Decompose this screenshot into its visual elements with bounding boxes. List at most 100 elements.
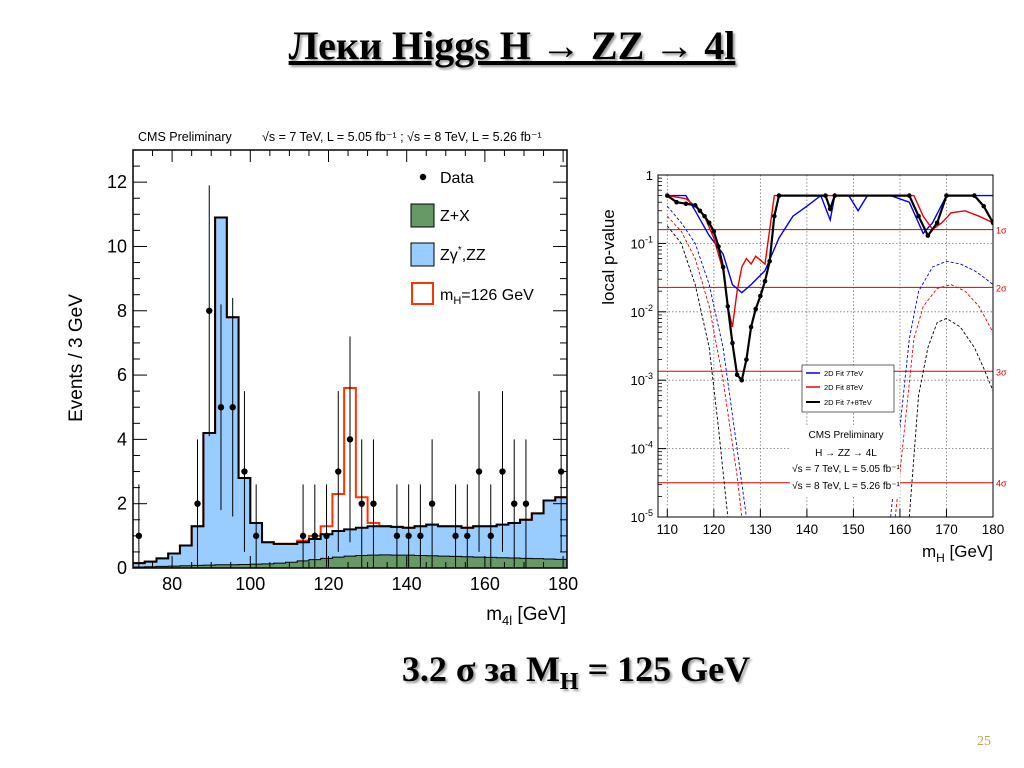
y-tick-label: 4 [117,429,127,449]
data-point [311,532,319,540]
zz-bin [203,432,216,568]
background-total-outline [133,216,567,565]
data-point [335,468,342,475]
data-point [393,532,401,540]
fit78-point [683,201,689,207]
annotation-channel: H → ZZ → 4L [815,448,877,459]
sigma-label: 3σ [996,367,1007,377]
legend-zx-swatch [410,203,435,228]
data-point [522,500,530,507]
fit78-point [697,208,703,214]
fit78-point [762,278,768,284]
fit78-point [934,220,940,226]
fit78-point [823,193,828,198]
data-point [499,468,506,475]
legend-78tev-label: 2D Fit 7+8TeV [824,398,872,407]
fit78-point [758,293,763,299]
zz-bin [144,561,157,568]
data-point [252,532,260,540]
zx-bin [531,558,544,568]
fit78-point [990,220,993,226]
sigma-label: 2σ [996,283,1007,293]
x-tick-label: 120 [313,574,343,594]
p-x-tick-label: 110 [657,522,679,537]
y-tick-label: 10 [107,236,127,256]
annotation-lumi-8tev: √s = 8 TeV, L = 5.26 fb⁻¹ [792,480,900,492]
fit78-point [706,220,712,226]
zz-bin [262,542,275,568]
fit78-point [925,233,931,238]
m4l-histogram-chart: CMS Preliminary √s = 7 TeV, L = 5.05 fb⁻… [66,130,578,628]
zx-bin [473,557,486,568]
zx-bin [285,562,298,568]
p-x-tick-label: 130 [749,522,772,537]
expected-exp7-curve [666,205,747,517]
p-y-tick-label: 10-5 [631,508,653,525]
zx-bin [543,558,556,568]
data-point [464,532,471,540]
fit78-point [734,372,740,378]
p-x-tick-label: 180 [982,522,1005,537]
x-tick-label: 160 [470,574,500,594]
annotation-lumi-7tev: √s = 7 TeV, L = 5.05 fb⁻¹ [792,463,900,475]
fit78-point [674,199,679,205]
p-x-tick-label: 160 [889,522,912,537]
fit78-point [753,306,759,312]
data-point [358,500,365,507]
zz-bin [273,543,286,568]
x-tick-label: 80 [162,574,182,594]
fit78-point [767,258,772,264]
data-point [487,532,494,540]
histo-legend: Data Z+X Zγ*,ZZ mH=126 GeV [410,170,534,307]
p-x-tick-label: 170 [935,522,958,537]
fit78-point [711,229,717,234]
slide-title: Леки Higgs H → ZZ → 4l [288,23,736,68]
zx-bin [496,557,509,568]
fit78-point [748,324,754,330]
zz-bin [531,513,544,568]
y-tick-label: 12 [107,172,127,192]
data-point [511,500,518,507]
zz-bin [543,500,556,568]
fit78-point [832,193,838,198]
pvalue-annotations: CMS Preliminary H → ZZ → 4L √s = 7 TeV, … [790,425,901,497]
x-tick-label: 180 [548,574,578,594]
zx-bin [273,563,286,568]
legend-data-marker [419,173,427,181]
data-points [135,185,565,568]
legend-8tev-label: 2D Fit 8TeV [824,383,863,392]
fit78-point [916,213,921,219]
p-y-tick-label: 10-2 [631,303,653,320]
fit78-point [944,193,949,198]
fit78-point [772,213,777,219]
p-y-tick-label: 10-1 [631,234,653,251]
data-point [346,436,354,443]
y-tick-label: 6 [117,365,127,385]
p-x-tick-label: 150 [842,522,865,537]
histo-xlabel: m4l [GeV] [486,604,566,628]
data-point [229,404,236,411]
data-point [428,500,436,507]
zx-bin [238,564,251,568]
zx-bin [168,566,181,568]
zx-bin [156,566,169,568]
fit78-point [739,377,745,383]
y-tick-label: 0 [117,558,127,578]
expected-exp8-curve [666,215,743,517]
result-subtitle: 3.2 σ за MH = 125 GeV [401,649,751,696]
local-p-value-chart: 1σ 2σ 3σ 4σ 110 120 130 140 150 160 170 180 1 10-1 10… [599,168,1007,565]
legend-signal-label: mH=126 GeV [440,287,534,307]
fit78-point [716,244,721,249]
zx-bin [226,564,239,568]
zz-bin [179,545,192,568]
data-point [299,532,307,540]
data-point [194,500,201,507]
fit78-point [827,206,833,212]
fit78-point [981,203,986,209]
data-point [217,404,225,411]
legend-7tev-label: 2D Fit 7TeV [824,369,863,378]
data-point [417,532,424,540]
data-point [241,468,248,475]
y-tick-label: 2 [117,494,127,514]
p-x-tick-label: 140 [796,522,819,537]
